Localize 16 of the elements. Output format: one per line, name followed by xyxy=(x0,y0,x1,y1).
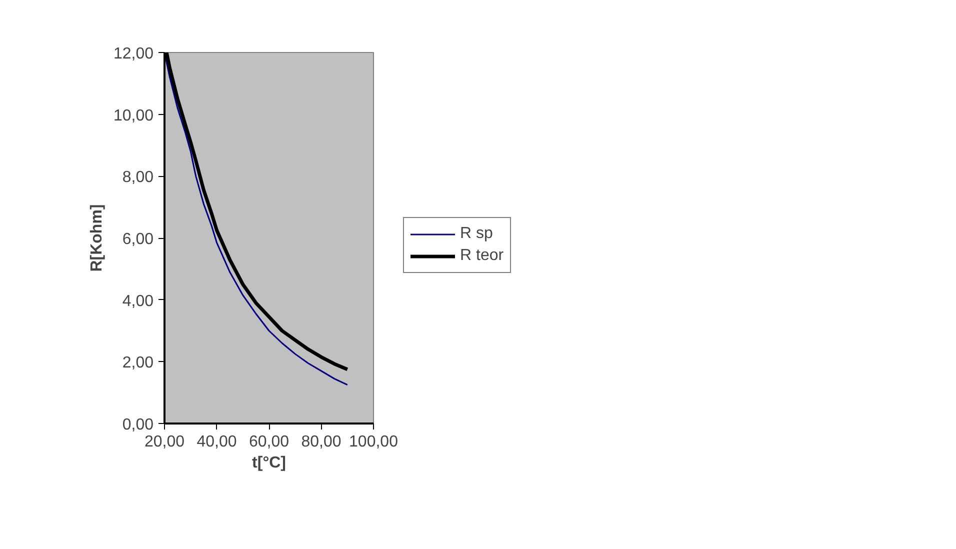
y-tick-label: 0,00 xyxy=(122,416,154,434)
x-tick-label: 20,00 xyxy=(144,434,185,450)
x-tick-label: 40,00 xyxy=(196,434,237,450)
y-tick-label: 4,00 xyxy=(122,292,154,310)
y-tick-label: 12,00 xyxy=(113,46,154,62)
legend-label: R sp xyxy=(460,225,493,243)
y-tick-label: 8,00 xyxy=(122,169,154,186)
legend-label: R teor xyxy=(460,247,504,265)
x-tick-label: 60,00 xyxy=(248,434,290,450)
y-tick-label: 2,00 xyxy=(122,354,154,372)
x-tick-label: 80,00 xyxy=(301,434,342,450)
x-axis-title: t[°C] xyxy=(252,454,286,472)
y-tick-label: 10,00 xyxy=(113,107,154,124)
y-axis-title: R[Kohm] xyxy=(88,204,106,272)
y-tick-label: 6,00 xyxy=(122,231,154,248)
x-tick-label: 100,00 xyxy=(349,434,398,450)
